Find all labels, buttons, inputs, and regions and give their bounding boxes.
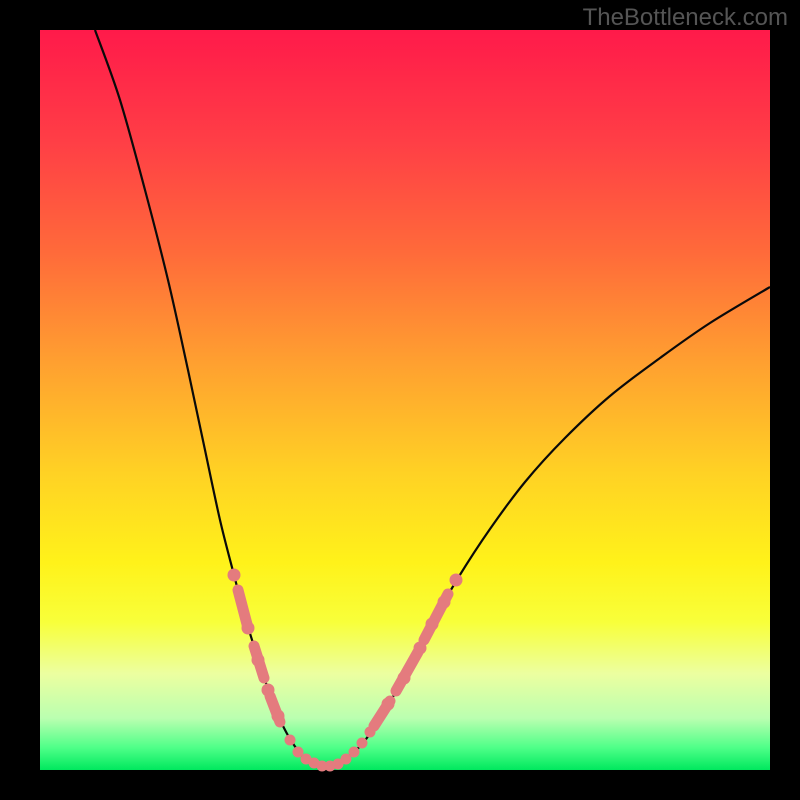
marker-dot	[272, 710, 285, 723]
marker-dot	[365, 727, 376, 738]
watermark-text: TheBottleneck.com	[583, 4, 788, 32]
marker-dot	[349, 747, 360, 758]
marker-dot	[252, 654, 265, 667]
marker-dot	[398, 672, 411, 685]
marker-dot	[357, 738, 368, 749]
marker-dot	[242, 622, 255, 635]
bottleneck-chart	[0, 0, 800, 800]
marker-dot	[414, 642, 427, 655]
marker-dot	[382, 698, 395, 711]
plot-background	[40, 30, 770, 770]
marker-dot	[228, 569, 241, 582]
marker-dot	[438, 596, 451, 609]
marker-dot	[262, 684, 275, 697]
marker-dot	[450, 574, 463, 587]
marker-dot	[426, 618, 439, 631]
marker-dot	[285, 735, 296, 746]
